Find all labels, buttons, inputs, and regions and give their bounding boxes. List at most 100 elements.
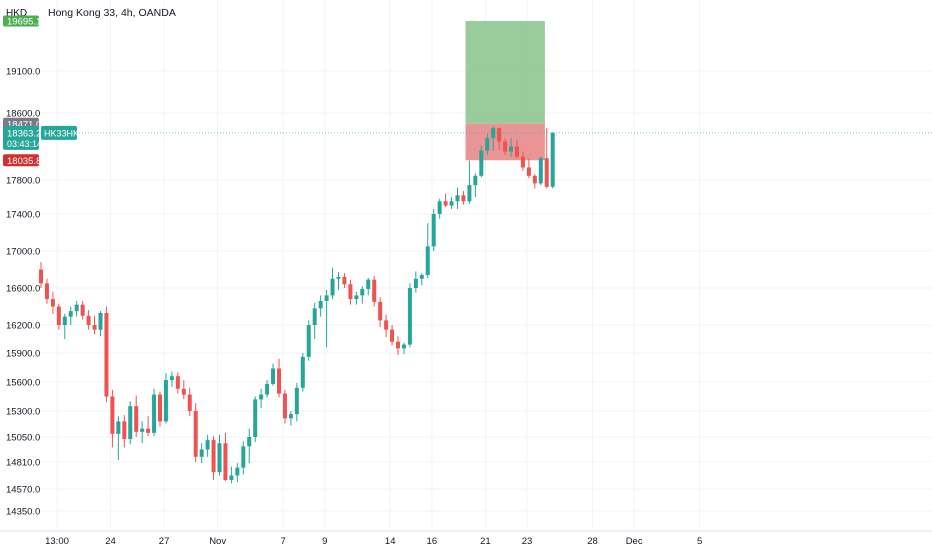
candle	[455, 187, 460, 209]
candle	[74, 300, 79, 317]
candle-body	[354, 295, 359, 300]
candle	[532, 174, 537, 189]
profit-zone[interactable]	[465, 21, 545, 124]
candle	[247, 428, 252, 464]
symbol-tag: HK33HKD	[41, 125, 86, 140]
candle-body	[229, 475, 234, 480]
currency-label: HKD	[6, 8, 27, 19]
candle-body	[538, 158, 543, 184]
candle	[431, 208, 436, 251]
candle	[68, 306, 73, 325]
candle	[122, 415, 127, 448]
candle	[229, 466, 234, 484]
time-tick-label: 7	[280, 536, 285, 547]
candle-body	[461, 195, 466, 202]
price-tick-label: 19100.0	[6, 67, 40, 78]
candle-body	[271, 368, 276, 384]
candle-body	[306, 325, 311, 357]
candle-body	[169, 376, 174, 381]
price-tick-label: 14810.0	[6, 458, 40, 469]
candle	[134, 395, 139, 437]
candle	[282, 389, 287, 424]
time-tick-label: Dec	[626, 536, 643, 547]
candle-body	[68, 311, 73, 317]
candle	[187, 387, 192, 417]
candle-body	[431, 214, 436, 247]
candle-body	[509, 146, 514, 152]
candle-body	[50, 299, 55, 307]
candle-body	[217, 443, 222, 473]
candle	[199, 443, 204, 464]
current-price-label: 18363.203:43:14	[3, 125, 42, 150]
candle	[211, 435, 216, 480]
candle	[277, 358, 281, 398]
candle	[443, 193, 448, 208]
candle-body	[116, 421, 121, 434]
chart-title: Hong Kong 33, 4h, OANDA	[48, 7, 176, 19]
long-position-tool[interactable]	[465, 21, 545, 161]
candle-body	[92, 325, 97, 330]
time-tick-label: 9	[322, 536, 327, 547]
candle	[366, 277, 371, 296]
candle	[348, 279, 353, 305]
high-price-label-text: 18471.0	[7, 119, 41, 130]
time-tick-label: 13:00	[45, 536, 69, 547]
candle-body	[146, 428, 151, 433]
candle-body	[241, 446, 246, 468]
candle-body	[110, 396, 115, 434]
candle-body	[300, 356, 305, 388]
candle	[181, 380, 186, 400]
candle	[479, 145, 484, 178]
price-axis[interactable]: HKD 19100.0 18600.0 17800.0 17400.0 17000.0 1…	[6, 8, 40, 518]
candle-body	[181, 388, 186, 395]
candle-body	[44, 283, 49, 300]
candle-body	[503, 141, 508, 152]
candle-body	[360, 288, 365, 296]
candle-body	[515, 146, 519, 157]
candle-body	[378, 301, 383, 321]
candle	[425, 223, 430, 278]
time-tick-label: 14	[385, 536, 396, 547]
candle	[128, 401, 133, 445]
candle-body	[324, 295, 329, 301]
candle	[538, 156, 543, 186]
candle-body	[253, 399, 258, 437]
candle	[223, 432, 228, 482]
candle	[175, 372, 180, 394]
candle	[253, 396, 258, 443]
candle-body	[396, 341, 400, 349]
candle	[205, 434, 210, 457]
candle-body	[526, 167, 531, 176]
candle	[312, 302, 317, 339]
time-tick-label: Nov	[209, 536, 226, 547]
candle-body	[544, 158, 549, 187]
candle-body	[497, 128, 502, 142]
candle-body	[443, 201, 448, 206]
candle-body	[425, 246, 430, 276]
candle-body	[455, 195, 460, 202]
candle	[241, 441, 246, 475]
candle	[217, 434, 222, 476]
candle-body	[193, 411, 198, 457]
candle	[372, 275, 377, 307]
symbol-tag-bg	[41, 125, 77, 140]
candle-body	[247, 437, 252, 447]
time-tick-label: 28	[587, 536, 598, 547]
candle	[300, 353, 305, 392]
price-tick-label: 17000.0	[6, 247, 40, 258]
candle-body	[550, 132, 555, 187]
price-tick-label: 14570.0	[6, 485, 40, 496]
candle-body	[485, 138, 490, 151]
price-tick-label: 15300.0	[6, 407, 40, 418]
candle-body	[122, 421, 127, 440]
price-tick-label: 15600.0	[6, 378, 40, 389]
time-axis[interactable]: 13:00 24 27 Nov 7 9 14 16 21 23 28 Dec 5	[0, 530, 932, 547]
candle	[413, 271, 418, 293]
candle-body	[366, 279, 371, 289]
candle	[146, 416, 151, 436]
stop-price-label-bg	[3, 154, 39, 167]
candle-body	[282, 393, 287, 419]
candle	[503, 138, 508, 155]
candle	[360, 286, 365, 304]
